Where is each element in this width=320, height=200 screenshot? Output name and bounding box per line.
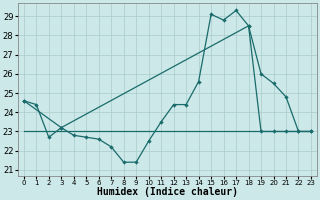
X-axis label: Humidex (Indice chaleur): Humidex (Indice chaleur) bbox=[97, 187, 238, 197]
